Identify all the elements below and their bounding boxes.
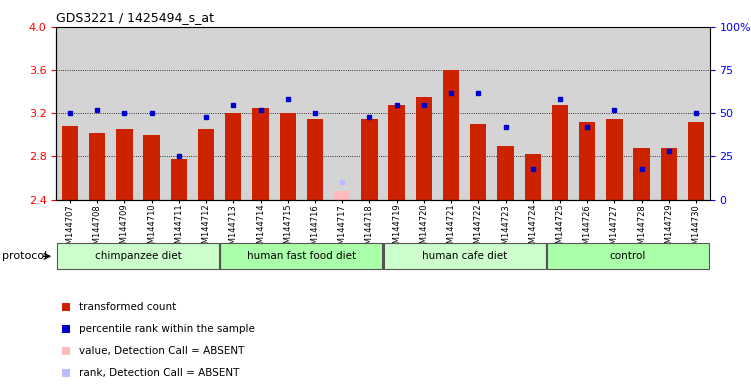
Bar [334,191,350,200]
Bar [552,105,568,200]
Bar [143,135,160,200]
Text: rank, Detection Call = ABSENT: rank, Detection Call = ABSENT [79,368,240,378]
Text: chimpanzee diet: chimpanzee diet [95,251,182,261]
Bar [606,119,623,200]
Text: GDS3221 / 1425494_s_at: GDS3221 / 1425494_s_at [56,12,214,25]
FancyBboxPatch shape [384,243,546,269]
Text: percentile rank within the sample: percentile rank within the sample [79,324,255,334]
Text: human fast food diet: human fast food diet [247,251,356,261]
Bar [62,126,78,200]
Bar [579,122,596,200]
Bar [279,113,296,200]
Text: value, Detection Call = ABSENT: value, Detection Call = ABSENT [79,346,245,356]
Text: transformed count: transformed count [79,302,176,312]
Bar [361,119,378,200]
FancyBboxPatch shape [220,243,382,269]
Bar [89,133,105,200]
Bar [470,124,487,200]
Bar [225,113,241,200]
Bar [388,105,405,200]
Bar [633,148,650,200]
Text: human cafe diet: human cafe diet [422,251,508,261]
Bar [416,97,432,200]
Bar [252,108,269,200]
FancyBboxPatch shape [547,243,709,269]
FancyBboxPatch shape [57,243,219,269]
Bar [443,70,459,200]
Bar [661,148,677,200]
Bar [306,119,323,200]
Bar [198,129,214,200]
Bar [524,154,541,200]
Bar [688,122,704,200]
Text: control: control [610,251,646,261]
Bar [170,159,187,200]
Text: protocol: protocol [2,251,47,262]
Bar [116,129,132,200]
Bar [497,146,514,200]
